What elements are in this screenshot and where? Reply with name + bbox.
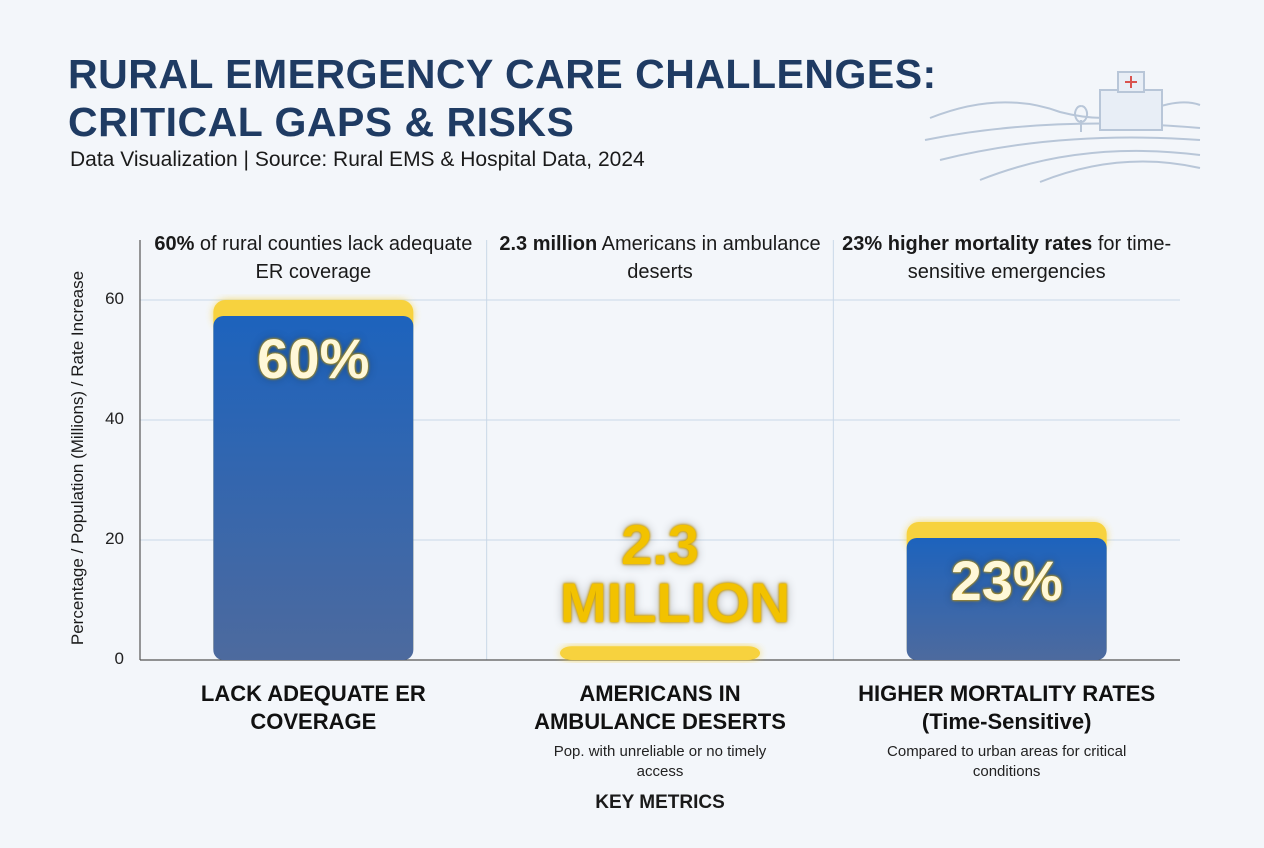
annotation-text: for time-sensitive emergencies [907,233,1172,283]
annotation: 23% higher mortality rates for time-sens… [837,230,1177,286]
value-label: 23% [950,549,1063,612]
x-tick-label: AMERICANS IN AMBULANCE DESERTS [534,681,786,734]
annotation: 2.3 million Americans in ambulance deser… [490,230,830,286]
chart-subtitle: Data Visualization | Source: Rural EMS &… [70,148,645,171]
annotation-text: of rural counties lack adequate ER cover… [199,233,473,283]
chart-title: RURAL EMERGENCY CARE CHALLENGES: CRITICA… [68,51,937,145]
x-tick-label: LACK ADEQUATE ER COVERAGE [200,681,426,734]
annotation: 60% of rural counties lack adequate ER c… [143,230,483,286]
x-tick-label: HIGHER MORTALITY RATES (Time-Sensitive) [858,681,1156,734]
annotation-bold: 60% [154,233,195,255]
annotation-bold: 2.3 million [499,233,598,255]
y-tick-label: 0 [114,649,124,668]
bar-body [213,316,414,660]
bar [560,646,760,660]
bar-body [906,538,1107,660]
annotation-bold: 23% higher mortality rates [842,233,1093,255]
category-note: Pop. with unreliable or no timely access [553,743,767,780]
y-tick-label: 40 [105,409,124,428]
y-tick-label: 20 [105,529,124,548]
value-label: 2.3 MILLION [560,513,791,635]
annotation-text: Americans in ambulance deserts [601,233,821,283]
x-axis-label: KEY METRICS [595,792,725,813]
category-note: Compared to urban areas for critical con… [887,743,1127,780]
value-label: 60% [257,327,370,390]
landscape-decoration [924,71,1201,183]
y-tick-label: 60 [105,289,124,308]
